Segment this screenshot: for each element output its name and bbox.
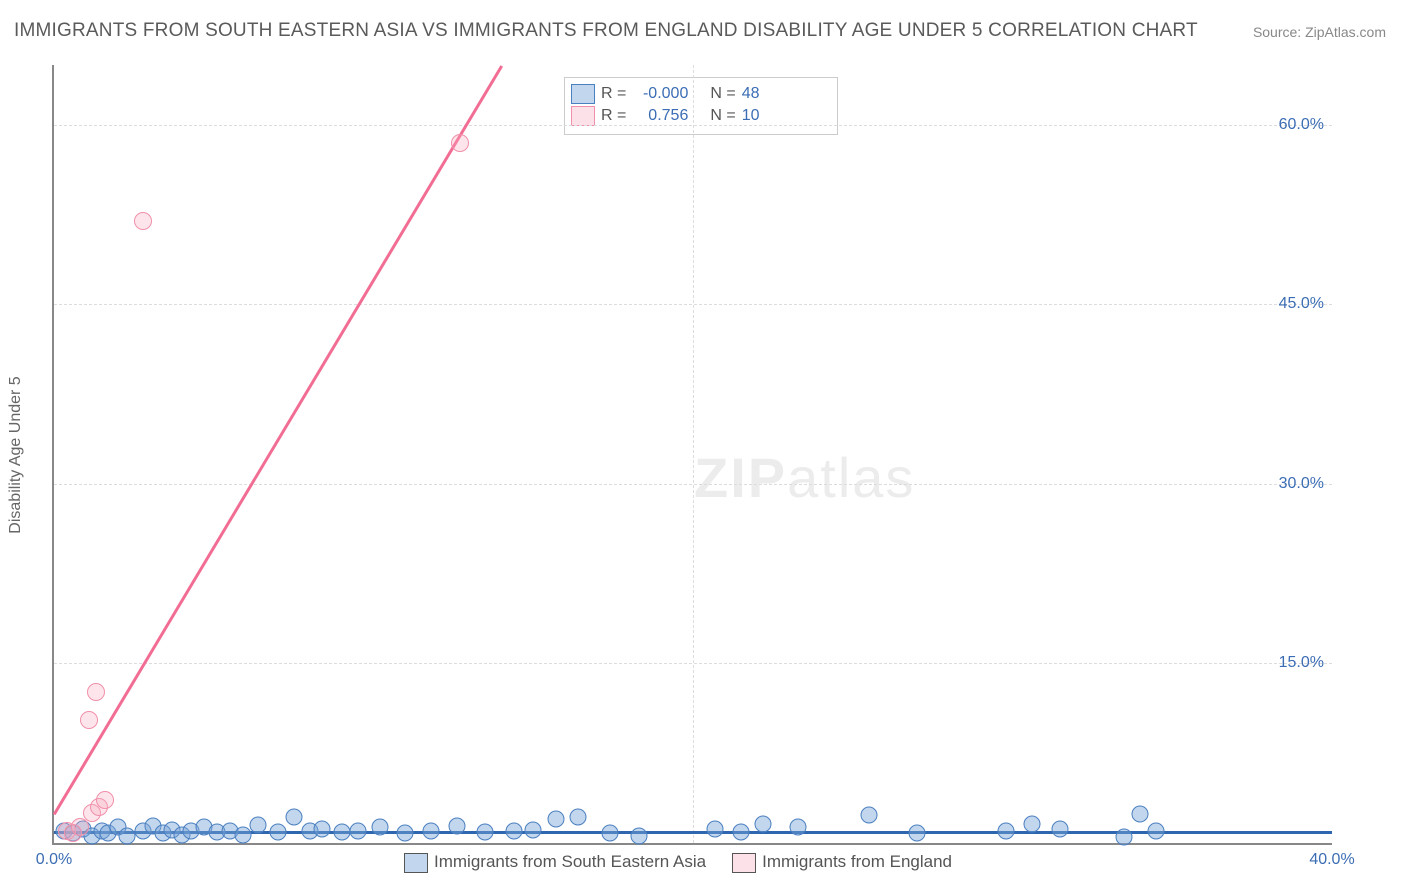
y-tick-label: 45.0% bbox=[1279, 295, 1324, 313]
data-point bbox=[397, 825, 414, 842]
series-name: Immigrants from South Eastern Asia bbox=[434, 852, 706, 871]
data-point bbox=[790, 819, 807, 836]
legend-n-label: N = bbox=[710, 107, 735, 125]
data-point bbox=[349, 823, 366, 840]
data-point bbox=[477, 824, 494, 841]
bottom-legend-item: Immigrants from England bbox=[732, 852, 952, 873]
data-point bbox=[908, 825, 925, 842]
gridline-vertical bbox=[693, 65, 694, 843]
legend-n-label: N = bbox=[710, 85, 735, 103]
data-point bbox=[314, 820, 331, 837]
legend-n-value: 48 bbox=[742, 85, 760, 103]
data-point bbox=[269, 824, 286, 841]
data-point bbox=[234, 826, 251, 843]
data-point bbox=[134, 212, 152, 230]
data-point bbox=[755, 815, 772, 832]
watermark: ZIPatlas bbox=[694, 445, 915, 510]
data-point bbox=[860, 807, 877, 824]
data-point bbox=[451, 134, 469, 152]
data-point bbox=[448, 818, 465, 835]
plot-area: ZIPatlas R = -0.000 N = 48 R = 0.756 N = 10 15.… bbox=[52, 65, 1332, 845]
data-point bbox=[569, 808, 586, 825]
data-point bbox=[333, 824, 350, 841]
legend-r-value: -0.000 bbox=[632, 85, 688, 103]
legend-row: R = -0.000 N = 48 bbox=[571, 84, 831, 104]
data-point bbox=[371, 819, 388, 836]
data-point bbox=[423, 823, 440, 840]
data-point bbox=[71, 818, 89, 836]
data-point bbox=[998, 823, 1015, 840]
data-point bbox=[707, 820, 724, 837]
y-tick-label: 30.0% bbox=[1279, 475, 1324, 493]
data-point bbox=[80, 711, 98, 729]
data-point bbox=[250, 817, 267, 834]
legend-swatch bbox=[571, 106, 595, 126]
bottom-legend-item: Immigrants from South Eastern Asia bbox=[404, 852, 706, 873]
data-point bbox=[1023, 815, 1040, 832]
legend-swatch bbox=[571, 84, 595, 104]
source-label: Source: ZipAtlas.com bbox=[1253, 24, 1386, 40]
legend-swatch bbox=[732, 853, 756, 873]
data-point bbox=[119, 827, 136, 844]
trend-line bbox=[53, 66, 502, 815]
y-tick-label: 15.0% bbox=[1279, 654, 1324, 672]
x-tick-label: 40.0% bbox=[1309, 851, 1354, 869]
data-point bbox=[1116, 829, 1133, 846]
data-point bbox=[1132, 806, 1149, 823]
data-point bbox=[96, 791, 114, 809]
data-point bbox=[1148, 823, 1165, 840]
legend-r-label: R = bbox=[601, 107, 626, 125]
data-point bbox=[601, 825, 618, 842]
legend-r-value: 0.756 bbox=[632, 107, 688, 125]
y-tick-label: 60.0% bbox=[1279, 116, 1324, 134]
series-name: Immigrants from England bbox=[762, 852, 952, 871]
legend-n-value: 10 bbox=[742, 107, 760, 125]
x-tick-label: 0.0% bbox=[36, 851, 72, 869]
data-point bbox=[525, 821, 542, 838]
data-point bbox=[87, 683, 105, 701]
data-point bbox=[285, 808, 302, 825]
bottom-legend: Immigrants from South Eastern Asia Immigr… bbox=[404, 852, 952, 873]
data-point bbox=[732, 824, 749, 841]
chart-title: IMMIGRANTS FROM SOUTH EASTERN ASIA VS IM… bbox=[14, 20, 1198, 42]
data-point bbox=[547, 811, 564, 828]
chart-container: Disability Age Under 5 ZIPatlas R =-0.00… bbox=[14, 55, 1390, 875]
legend-r-label: R = bbox=[601, 85, 626, 103]
data-point bbox=[630, 827, 647, 844]
legend-box: R = -0.000 N = 48 R = 0.756 N = 10 bbox=[564, 77, 838, 135]
data-point bbox=[1052, 820, 1069, 837]
legend-row: R = 0.756 N = 10 bbox=[571, 106, 831, 126]
y-axis-label: Disability Age Under 5 bbox=[7, 376, 25, 533]
data-point bbox=[506, 823, 523, 840]
legend-swatch bbox=[404, 853, 428, 873]
